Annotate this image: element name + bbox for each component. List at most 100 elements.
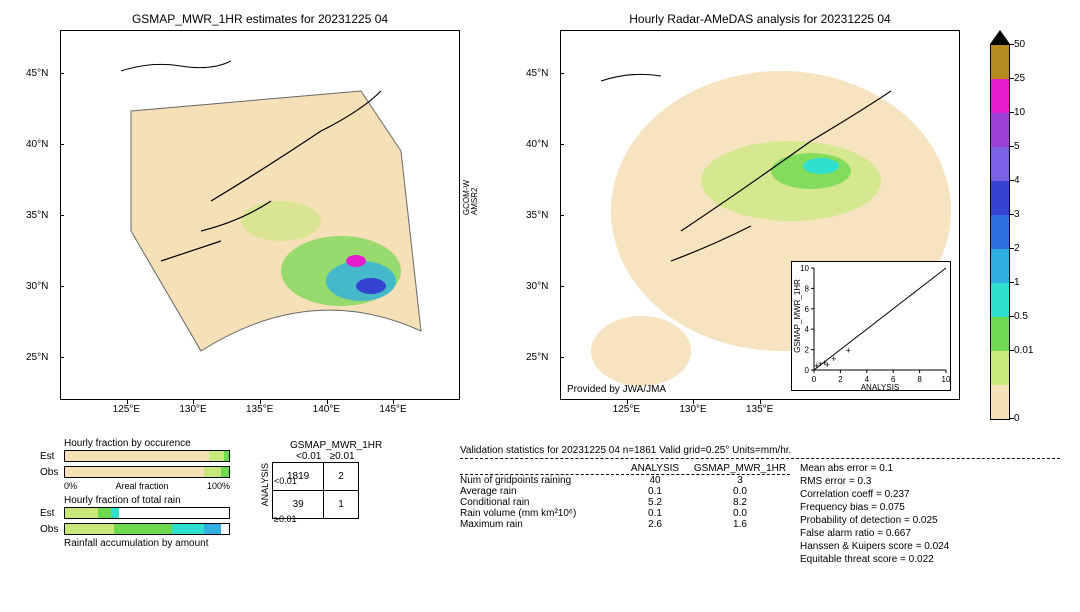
occ-est-bar [64,450,230,462]
lon-tick: 145°E [379,404,406,415]
svg-text:0: 0 [805,366,810,375]
rain-est-bar [64,507,230,519]
cont-side: ANALYSIS [260,463,270,506]
colorbar-tick: 2 [1014,243,1020,254]
bar-segment [111,508,119,518]
stats-metric: Equitable threat score = 0.022 [800,554,949,565]
provider-label: Provided by JWA/JMA [567,384,666,395]
bar-segment [98,508,111,518]
obs-label2: Obs [40,524,64,535]
lat-tick: 35°N [526,210,548,221]
stats-row: Conditional rain5.28.2 [460,497,790,508]
colorbar-segment [991,147,1009,181]
scatter-plot: 02468100246810++++++ ANALYSIS GSMAP_MWR_… [791,261,951,391]
cont-title: GSMAP_MWR_1HR [290,440,382,451]
left-map-title: GSMAP_MWR_1HR estimates for 20231225 04 [60,12,460,26]
svg-text:+: + [831,354,836,364]
colorbar-segment [991,249,1009,283]
lat-tick: 45°N [526,68,548,79]
left-map-precip [61,31,459,399]
occ-title: Hourly fraction by occurence [64,438,230,449]
colorbar-tick: 50 [1014,39,1025,50]
right-map: Provided by JWA/JMA 02468100246810++++++… [560,30,960,400]
svg-text:10: 10 [800,264,809,273]
lon-tick: 130°E [679,404,706,415]
colorbar-tick: 3 [1014,209,1020,220]
colorbar-segment [991,215,1009,249]
contingency-panel: GSMAP_MWR_1HR ANALYSIS <0.01≥0.01 18192 … [260,440,382,519]
bar-segment [209,451,224,461]
stats-metric: RMS error = 0.3 [800,476,949,487]
svg-text:6: 6 [805,305,810,314]
svg-text:0: 0 [812,375,817,384]
occurrence-bars: Hourly fraction by occurence Est Obs 0%A… [40,438,230,549]
lon-tick: 135°E [746,404,773,415]
rain-obs-bar [64,523,230,535]
colorbar-segment [991,113,1009,147]
lon-tick: 125°E [613,404,640,415]
cont-c2: ≥0.01 [325,451,358,462]
colorbar-segment [991,283,1009,317]
cont-11: 1 [324,491,359,519]
bar-segment [65,524,114,534]
left-map-side-label: GCOM-WAMSR2 [463,180,479,215]
bar-segment [221,467,229,477]
bar-segment [65,451,209,461]
svg-text:8: 8 [917,375,922,384]
cont-c1: <0.01 [292,451,325,462]
rain-title: Hourly fraction of total rain [64,495,230,506]
stats-c1: ANALYSIS [620,463,690,474]
colorbar-tick: 0.5 [1014,311,1028,322]
bar-segment [65,467,204,477]
svg-text:2: 2 [805,346,810,355]
colorbar-segment [991,45,1009,79]
stats-metric: Correlation coeff = 0.237 [800,489,949,500]
colorbar-tick: 0.01 [1014,345,1033,356]
colorbar-segment [991,385,1009,419]
lat-tick: 30°N [526,281,548,292]
colorbar-tick: 0 [1014,413,1020,424]
bar-segment [114,524,171,534]
bar-segment [204,524,220,534]
lat-tick: 25°N [26,352,48,363]
colorbar-tick: 4 [1014,175,1020,186]
colorbar-tick: 10 [1014,107,1025,118]
stats-row: Maximum rain2.61.6 [460,519,790,530]
colorbar-tick: 1 [1014,277,1020,288]
axis-100: 100% [207,481,230,491]
svg-text:10: 10 [942,375,951,384]
lat-tick: 40°N [26,139,48,150]
stats-metric: Probability of detection = 0.025 [800,515,949,526]
right-map-title: Hourly Radar-AMeDAS analysis for 2023122… [560,12,960,26]
stats-row: Average rain0.10.0 [460,486,790,497]
colorbar-segment [991,317,1009,351]
lat-tick: 25°N [526,352,548,363]
est-label2: Est [40,508,64,519]
svg-text:GSMAP_MWR_1HR: GSMAP_MWR_1HR [793,279,802,353]
stats-row: Rain volume (mm km²10⁶)0.10.0 [460,508,790,519]
lat-tick: 45°N [26,68,48,79]
svg-text:+: + [822,358,827,368]
lon-tick: 135°E [246,404,273,415]
axis-0: 0% [64,481,77,491]
stats-title: Validation statistics for 20231225 04 n=… [460,445,1060,459]
svg-text:2: 2 [838,375,843,384]
stats-metric: Mean abs error = 0.1 [800,463,949,474]
stats-panel: Validation statistics for 20231225 04 n=… [460,445,1060,567]
lon-tick: 130°E [179,404,206,415]
bar-segment [65,508,98,518]
svg-text:ANALYSIS: ANALYSIS [861,383,900,392]
colorbar-segment [991,79,1009,113]
colorbar-tick: 25 [1014,73,1025,84]
bar-segment [224,451,229,461]
axis-mid: Areal fraction [77,481,207,491]
colorbar-tick: 5 [1014,141,1020,152]
obs-label: Obs [40,467,64,478]
bar-segment [172,524,205,534]
stats-row: Num of gridpoints raining403 [460,475,790,486]
colorbar-segment [991,181,1009,215]
est-label: Est [40,451,64,462]
lat-tick: 40°N [526,139,548,150]
lon-tick: 140°E [313,404,340,415]
left-map [60,30,460,400]
